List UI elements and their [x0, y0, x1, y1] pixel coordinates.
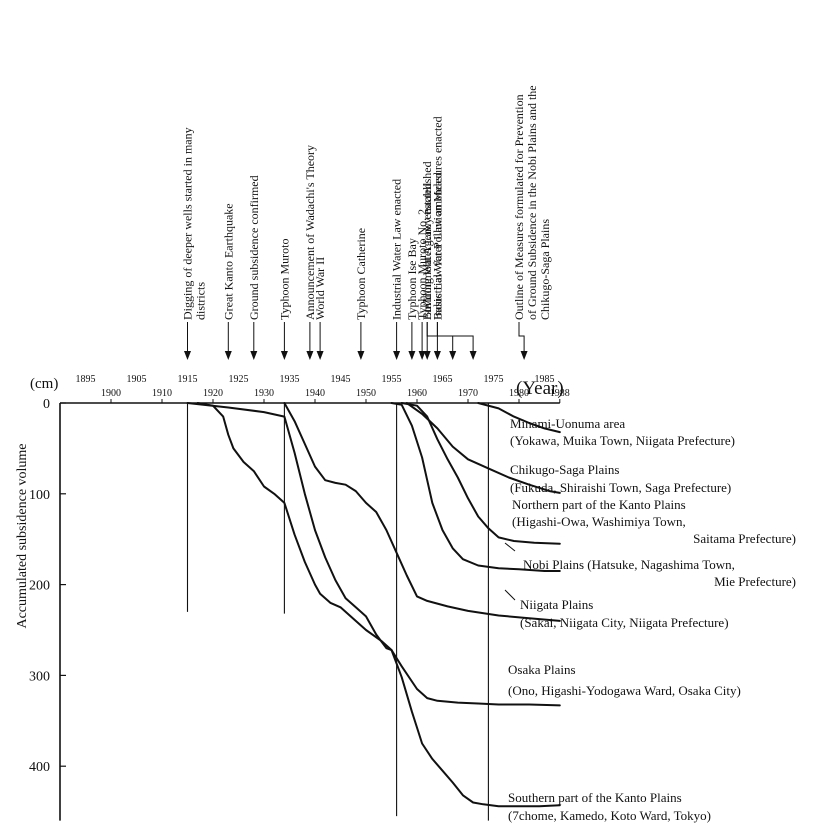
series-line [186, 402, 561, 707]
event-arrow [469, 351, 477, 360]
series-label: Osaka Plains [508, 662, 576, 677]
x-tick-label: 1985 [535, 374, 555, 385]
x-unit-label: (Year) [516, 378, 564, 399]
event-label: Environment Agency established [420, 161, 434, 320]
y-tick-label: 200 [29, 579, 50, 594]
x-tick-label: 1925 [229, 374, 249, 385]
x-tick-label: 1945 [331, 374, 351, 385]
series-group [186, 402, 561, 808]
series-label: Chikugo-Saga Plains [510, 462, 619, 477]
y-axis-title: Accumulated subsidence volume [15, 443, 30, 628]
series-labels-group: Minami-Uonuma area (Yokawa, Muika Town, N… [504, 416, 796, 823]
event-arrow [184, 351, 191, 360]
series-line [400, 402, 561, 545]
x-tick-label: 1895 [76, 374, 96, 385]
x-tick-label: 1940 [305, 388, 325, 399]
x-tick-label: 1960 [407, 388, 427, 399]
event-arrow [520, 351, 528, 360]
series-line [196, 402, 561, 808]
series-label: (Ono, Higashi-Yodogawa Ward, Osaka City) [508, 683, 741, 698]
y-tick-label: 100 [29, 488, 50, 503]
event-arrow [449, 351, 457, 360]
event-label: districts [194, 282, 208, 320]
event-label: Industrial Water Law amended [430, 172, 444, 320]
y-unit-label: (cm) [30, 376, 58, 392]
event-arrow [357, 351, 365, 360]
series-line [477, 402, 561, 434]
series-label: (Yokawa, Muika Town, Niigata Prefecture) [510, 433, 735, 448]
event-label: Digging of deeper wells started in many [181, 127, 195, 320]
series-label: Mie Prefecture) [714, 574, 796, 589]
event-arrow [433, 351, 441, 360]
event-arrow [250, 351, 258, 360]
series-line [390, 402, 561, 572]
event-arrow [393, 351, 401, 360]
series-label: (Higashi-Owa, Washimiya Town, [512, 514, 686, 529]
x-tick-label: 1980 [509, 388, 529, 399]
event-label: Building Water Law enacted [420, 183, 434, 320]
series-label: Southern part of the Kanto Plains [508, 790, 682, 805]
event-label: Industrial Water Law enacted [390, 179, 404, 320]
x-tick-label: 1935 [280, 374, 300, 385]
x-tick-label: 1988 [550, 388, 570, 399]
event-label: Outline of Measures formulated for Preve… [512, 94, 526, 320]
event-label: Typhoon Catherine [354, 228, 368, 320]
event-leader-line [426, 322, 474, 352]
event-leader-line [518, 322, 525, 352]
x-tick-label: 1955 [382, 374, 402, 385]
event-arrow [306, 351, 314, 360]
series-label: Northern part of the Kanto Plains [512, 497, 686, 512]
x-tick-label: 1920 [203, 388, 223, 399]
event-label: World War II [313, 257, 327, 320]
event-arrow [224, 351, 232, 360]
event-label: Announcement of Wadachi's Theory [303, 145, 317, 320]
event-arrow [423, 351, 431, 360]
event-arrow [418, 351, 426, 360]
x-tick-label: 1950 [356, 388, 376, 399]
axes-group: 1895 1905 1915 1925 1935 1945 1955 1965 1975 1985… [29, 374, 570, 821]
event-label: Chikugo-Saga Plains [538, 219, 552, 320]
y-tick-label: 400 [29, 760, 50, 775]
series-label: (Sakai, Niigata City, Niigata Prefecture… [520, 615, 729, 630]
event-arrow [408, 351, 416, 360]
event-label: of Ground Subsidence in the Nobi Plains … [525, 85, 539, 320]
x-tick-label: 1970 [458, 388, 478, 399]
x-tick-label: 1915 [178, 374, 198, 385]
series-label: Saitama Prefecture) [693, 531, 796, 546]
x-tick-label: 1905 [127, 374, 147, 385]
y-tick-label: 300 [29, 669, 50, 684]
x-tick-label: 1965 [433, 374, 453, 385]
x-tick-label: 1900 [101, 388, 121, 399]
event-label: Typhoon Ise Bay [405, 238, 419, 320]
series-label: (7chome, Kamedo, Koto Ward, Tokyo) [508, 808, 711, 823]
event-arrow [316, 351, 324, 360]
series-label: (Fukuda, Shiraishi Town, Saga Prefecture… [510, 480, 731, 495]
event-leader-line [436, 322, 454, 352]
label-leader [504, 542, 516, 552]
reference-lines-group [186, 403, 489, 821]
events-group: Digging of deeper wells started in many d… [181, 85, 552, 360]
event-label: Typhoon Muroto No. 2 [415, 209, 429, 320]
series-label: Minami-Uonuma area [510, 416, 625, 431]
x-tick-label: 1975 [484, 374, 504, 385]
series-line [283, 402, 561, 622]
event-label: Ground subsidence confirmed [247, 175, 261, 320]
y-tick-label: 0 [43, 397, 50, 412]
event-label: Great Kanto Earthquake [221, 203, 235, 320]
x-tick-label: 1910 [152, 388, 172, 399]
series-label: Nobi Plains (Hatsuke, Nagashima Town, [523, 557, 735, 572]
event-label: Basic Law for Pollution Measures enacted [430, 116, 444, 320]
x-tick-label: 1930 [254, 388, 274, 399]
label-leader [504, 589, 516, 601]
event-arrow [280, 351, 288, 360]
event-label: Typhoon Muroto [277, 239, 291, 321]
series-label: Niigata Plains [520, 597, 593, 612]
